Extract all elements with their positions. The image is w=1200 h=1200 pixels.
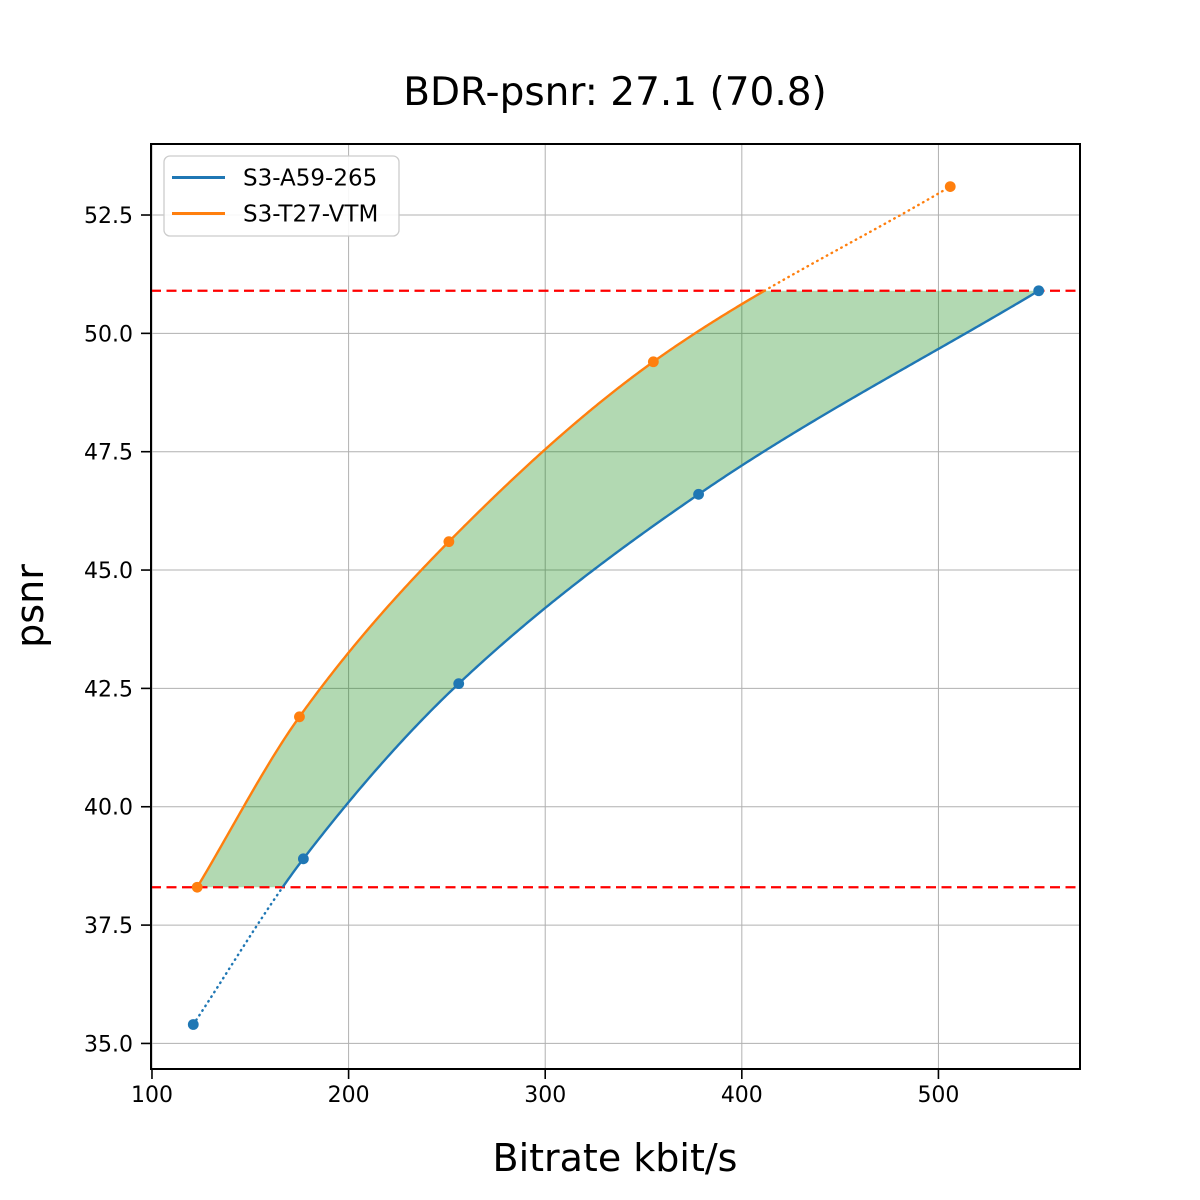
x-tick-label: 100 <box>131 1083 173 1108</box>
x-tick-label: 500 <box>917 1083 959 1108</box>
series-2-marker <box>294 711 305 723</box>
series-1-marker <box>297 853 309 865</box>
shaded-region <box>197 290 1039 888</box>
y-axis-label: psnr <box>8 564 52 648</box>
x-axis-label: Bitrate kbit/s <box>493 1136 738 1180</box>
tick-layer: 100 200 300 400 500 35.0 37.5 40.0 42.5 45.0 47.5 5… <box>84 204 959 1108</box>
y-tick-label: 42.5 <box>84 677 133 702</box>
series-1-marker <box>187 1019 199 1030</box>
series-2-marker <box>443 536 455 548</box>
x-tick-label: 400 <box>721 1083 763 1108</box>
shaded-region-layer <box>197 290 1039 888</box>
y-tick-label: 40.0 <box>84 796 133 821</box>
y-tick-label: 45.0 <box>84 559 133 584</box>
legend-label-series-1: S3-A59-265 <box>243 166 377 192</box>
series-1-dotted-segment <box>192 886 284 1026</box>
plot-border <box>150 143 1081 1070</box>
series-1-curve <box>281 289 1040 888</box>
series-2-dotted-segment <box>763 185 952 292</box>
y-tick-label: 37.5 <box>84 914 133 939</box>
chart-title: BDR-psnr: 27.1 (70.8) <box>403 70 827 115</box>
series-1-marker <box>453 678 465 690</box>
series-2-curve <box>196 289 766 888</box>
y-tick-label: 50.0 <box>84 322 133 347</box>
series-2-marker <box>191 881 203 893</box>
x-tick-label: 200 <box>328 1083 370 1108</box>
y-tick-label: 52.5 <box>84 204 133 229</box>
series-1-marker <box>1033 285 1045 297</box>
y-tick-label: 47.5 <box>84 441 133 466</box>
x-tick-label: 300 <box>524 1083 566 1108</box>
y-tick-label: 35.0 <box>84 1032 133 1057</box>
legend-label-series-2: S3-T27-VTM <box>243 202 378 228</box>
legend: S3-A59-265 S3-T27-VTM <box>163 155 400 237</box>
series-2-marker <box>944 181 956 193</box>
series-1-marker <box>693 488 704 500</box>
series-markers-layer <box>187 181 1045 1030</box>
grid-layer <box>151 144 1080 1069</box>
series-2-marker <box>647 356 659 368</box>
series-curves-layer <box>192 185 1040 1026</box>
